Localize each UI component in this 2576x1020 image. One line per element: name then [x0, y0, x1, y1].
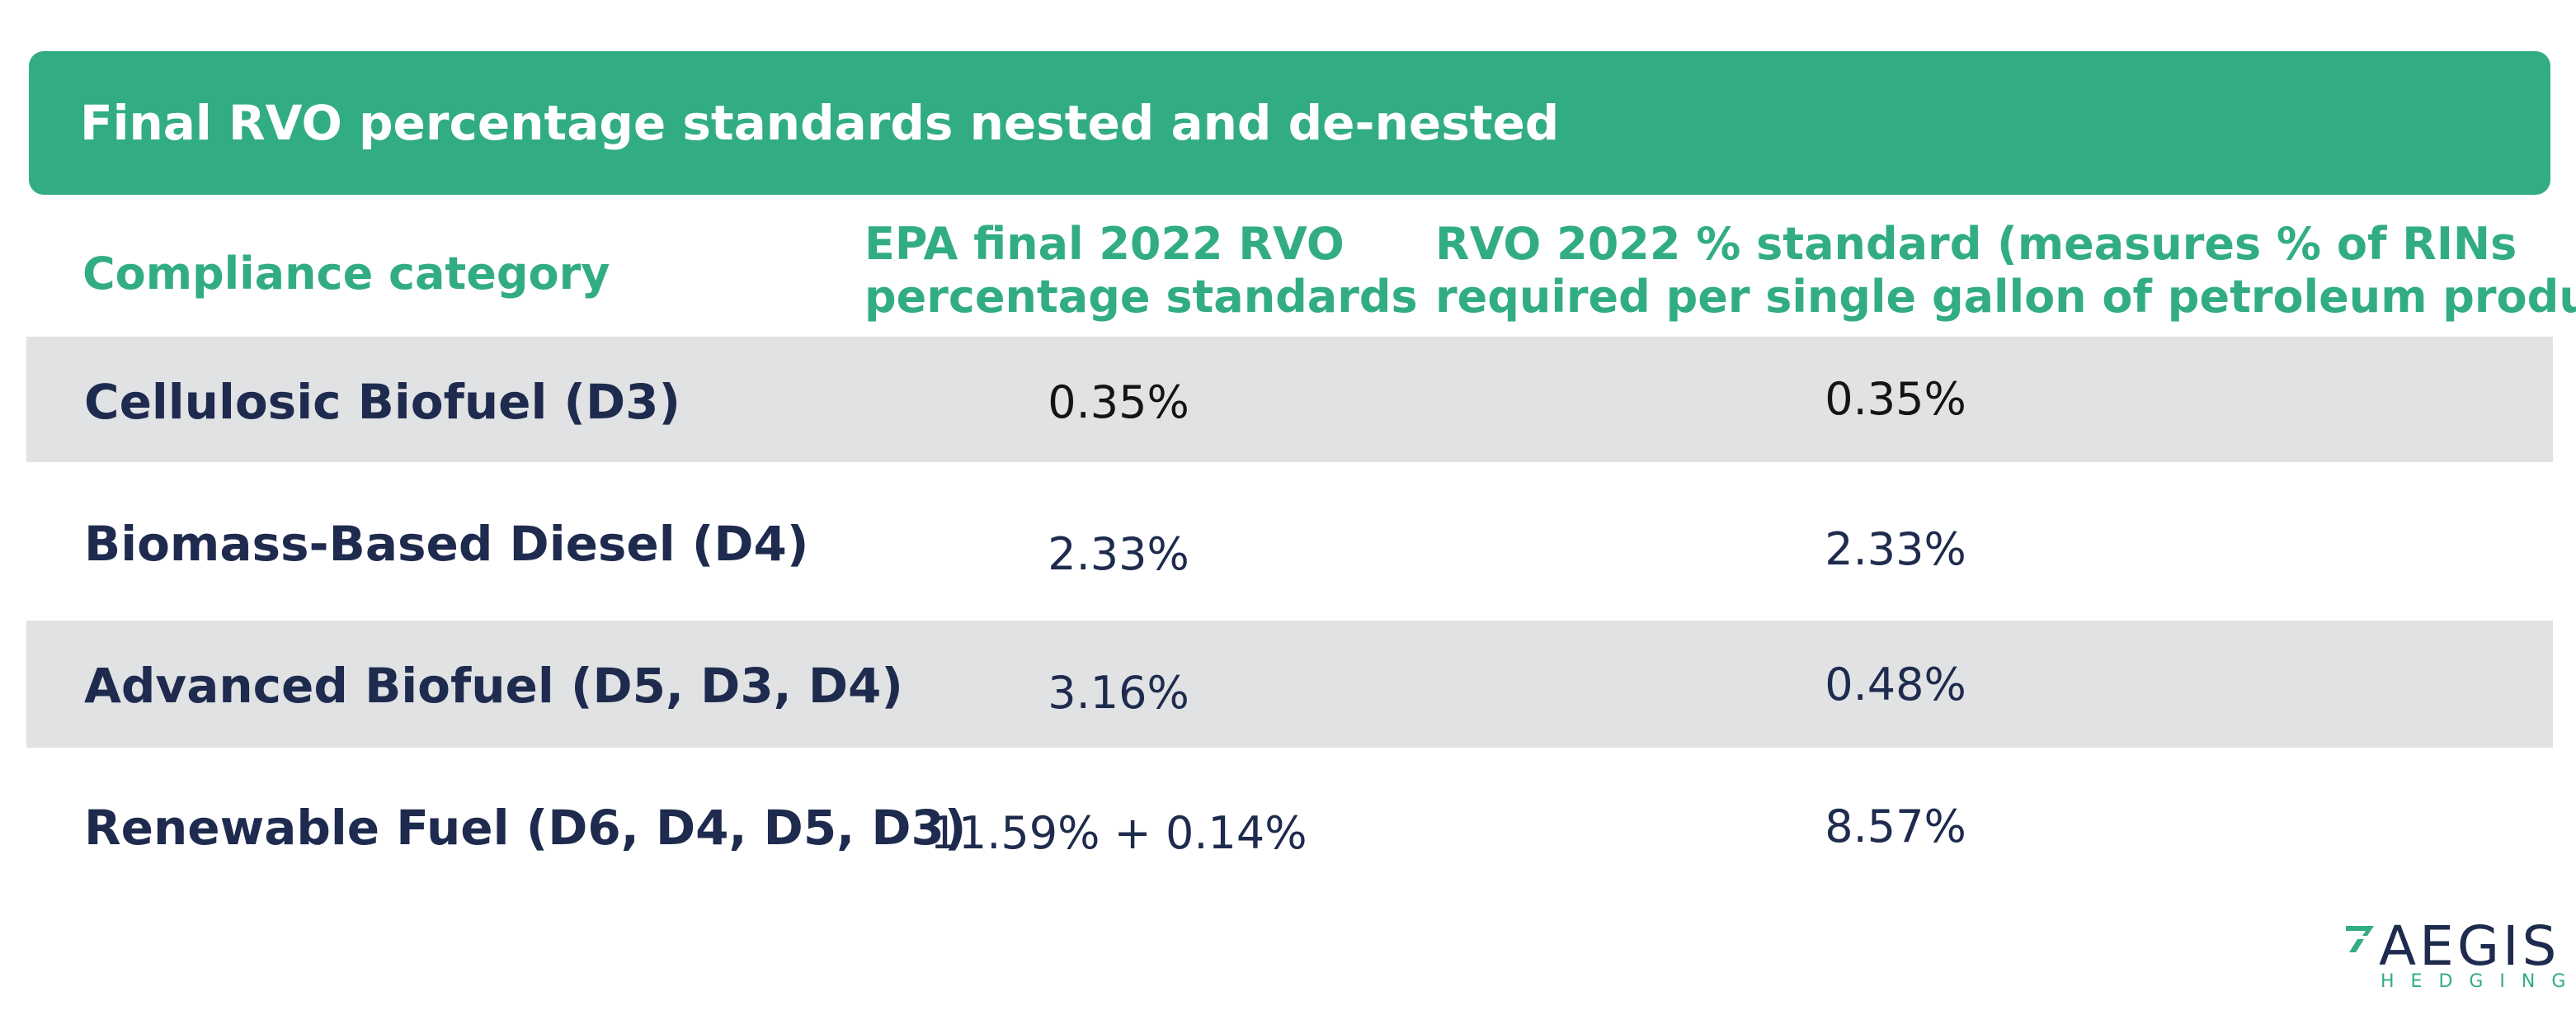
logo-wordmark: AEGIS — [2379, 914, 2560, 978]
row-rvo-value: 2.33% — [1825, 523, 1966, 575]
row-category: Advanced Biofuel (D5, D3, D4) — [84, 658, 903, 714]
row-epa-value: 11.59% + 0.14% — [930, 807, 1307, 859]
row-rvo-value: 0.48% — [1825, 659, 1966, 711]
header-rvo-standard: RVO 2022 % standard (measures % of RINs … — [1435, 218, 2576, 323]
table-row: Cellulosic Biofuel (D3) 0.35% 0.35% — [26, 337, 2553, 462]
header-epa-line-1: EPA final 2022 RVO — [864, 218, 1345, 270]
logo-subtitle: HEDGING — [2381, 971, 2576, 992]
header-compliance-category: Compliance category — [82, 248, 610, 300]
row-epa-value: 0.35% — [1048, 376, 1189, 428]
row-rvo-value: 0.35% — [1825, 373, 1966, 425]
page-title: Final RVO percentage standards nested an… — [80, 95, 1560, 151]
row-epa-value: 3.16% — [1048, 667, 1189, 719]
header-epa-standards: EPA final 2022 RVO percentage standards — [864, 218, 1418, 323]
table-row: Renewable Fuel (D6, D4, D5, D3) 11.59% +… — [26, 748, 2553, 888]
header-epa-line-2: percentage standards — [864, 271, 1418, 323]
header-rvo-line-2: required per single gallon of petroleum … — [1435, 271, 2576, 323]
row-category: Biomass-Based Diesel (D4) — [84, 516, 809, 572]
row-category: Renewable Fuel (D6, D4, D5, D3) — [84, 800, 967, 856]
aegis-mark-icon — [2346, 926, 2374, 952]
title-banner: Final RVO percentage standards nested an… — [29, 51, 2550, 195]
header-rvo-line-1: RVO 2022 % standard (measures % of RINs — [1435, 218, 2517, 270]
row-epa-value: 2.33% — [1048, 528, 1189, 580]
aegis-hedging-logo: AEGIS HEDGING — [2344, 918, 2565, 992]
table-row: Advanced Biofuel (D5, D3, D4) 3.16% 0.48… — [26, 621, 2553, 748]
row-category: Cellulosic Biofuel (D3) — [84, 374, 681, 430]
table-row: Biomass-Based Diesel (D4) 2.33% 2.33% — [26, 462, 2553, 621]
row-rvo-value: 8.57% — [1825, 800, 1966, 852]
